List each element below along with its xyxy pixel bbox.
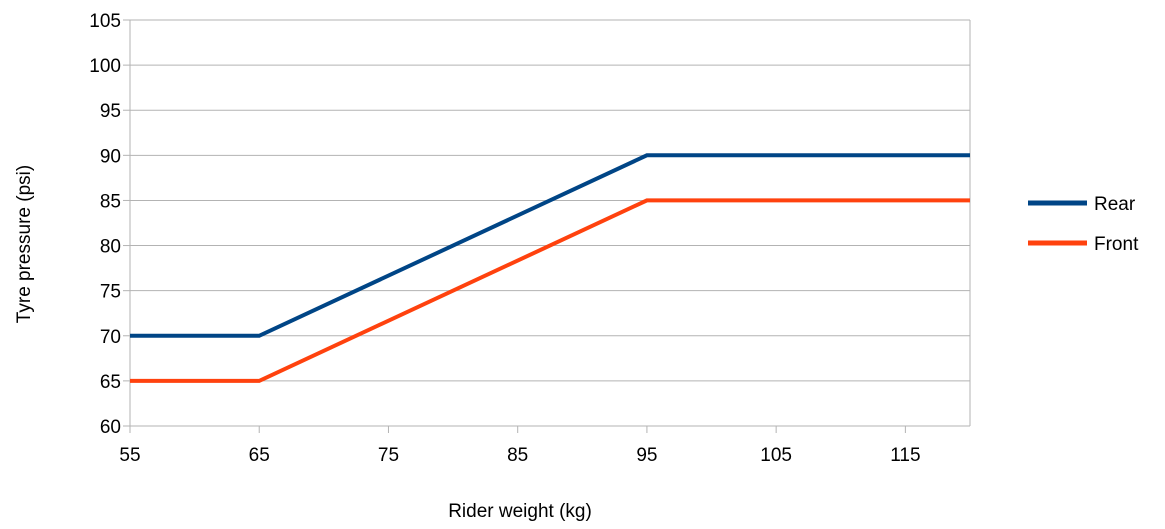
x-tick-label: 75	[378, 445, 399, 466]
y-tick-label: 75	[100, 282, 121, 303]
legend: Rear Front	[1028, 194, 1139, 255]
grid-lines	[130, 19, 970, 427]
x-axis-title: Rider weight (kg)	[448, 501, 592, 522]
y-tick-label: 60	[100, 417, 121, 438]
legend-label-rear: Rear	[1094, 194, 1136, 215]
tick-labels: 60 65 70 75 80 85 90 95 100 105 55 65 75 85 95 105 115	[89, 11, 920, 466]
y-tick-label: 85	[100, 191, 121, 212]
axes	[123, 19, 971, 433]
y-tick-label: 65	[100, 372, 121, 393]
y-tick-label: 95	[100, 101, 121, 122]
y-tick-label: 70	[100, 327, 121, 348]
y-tick-label: 90	[100, 146, 121, 167]
series-lines	[130, 153, 970, 383]
x-tick-label: 55	[119, 445, 140, 466]
series-line-front	[130, 198, 970, 383]
x-tick-label: 95	[636, 445, 657, 466]
x-tick-label: 65	[249, 445, 270, 466]
y-tick-label: 80	[100, 237, 121, 258]
x-tick-label: 85	[507, 445, 528, 466]
x-tick-label: 105	[760, 445, 792, 466]
legend-label-front: Front	[1094, 234, 1139, 255]
series-line-rear	[130, 153, 970, 338]
y-axis-title: Tyre pressure (psi)	[14, 165, 35, 323]
x-tick-label: 115	[890, 445, 920, 466]
y-tick-label: 100	[89, 56, 121, 77]
y-tick-label: 105	[89, 11, 121, 32]
